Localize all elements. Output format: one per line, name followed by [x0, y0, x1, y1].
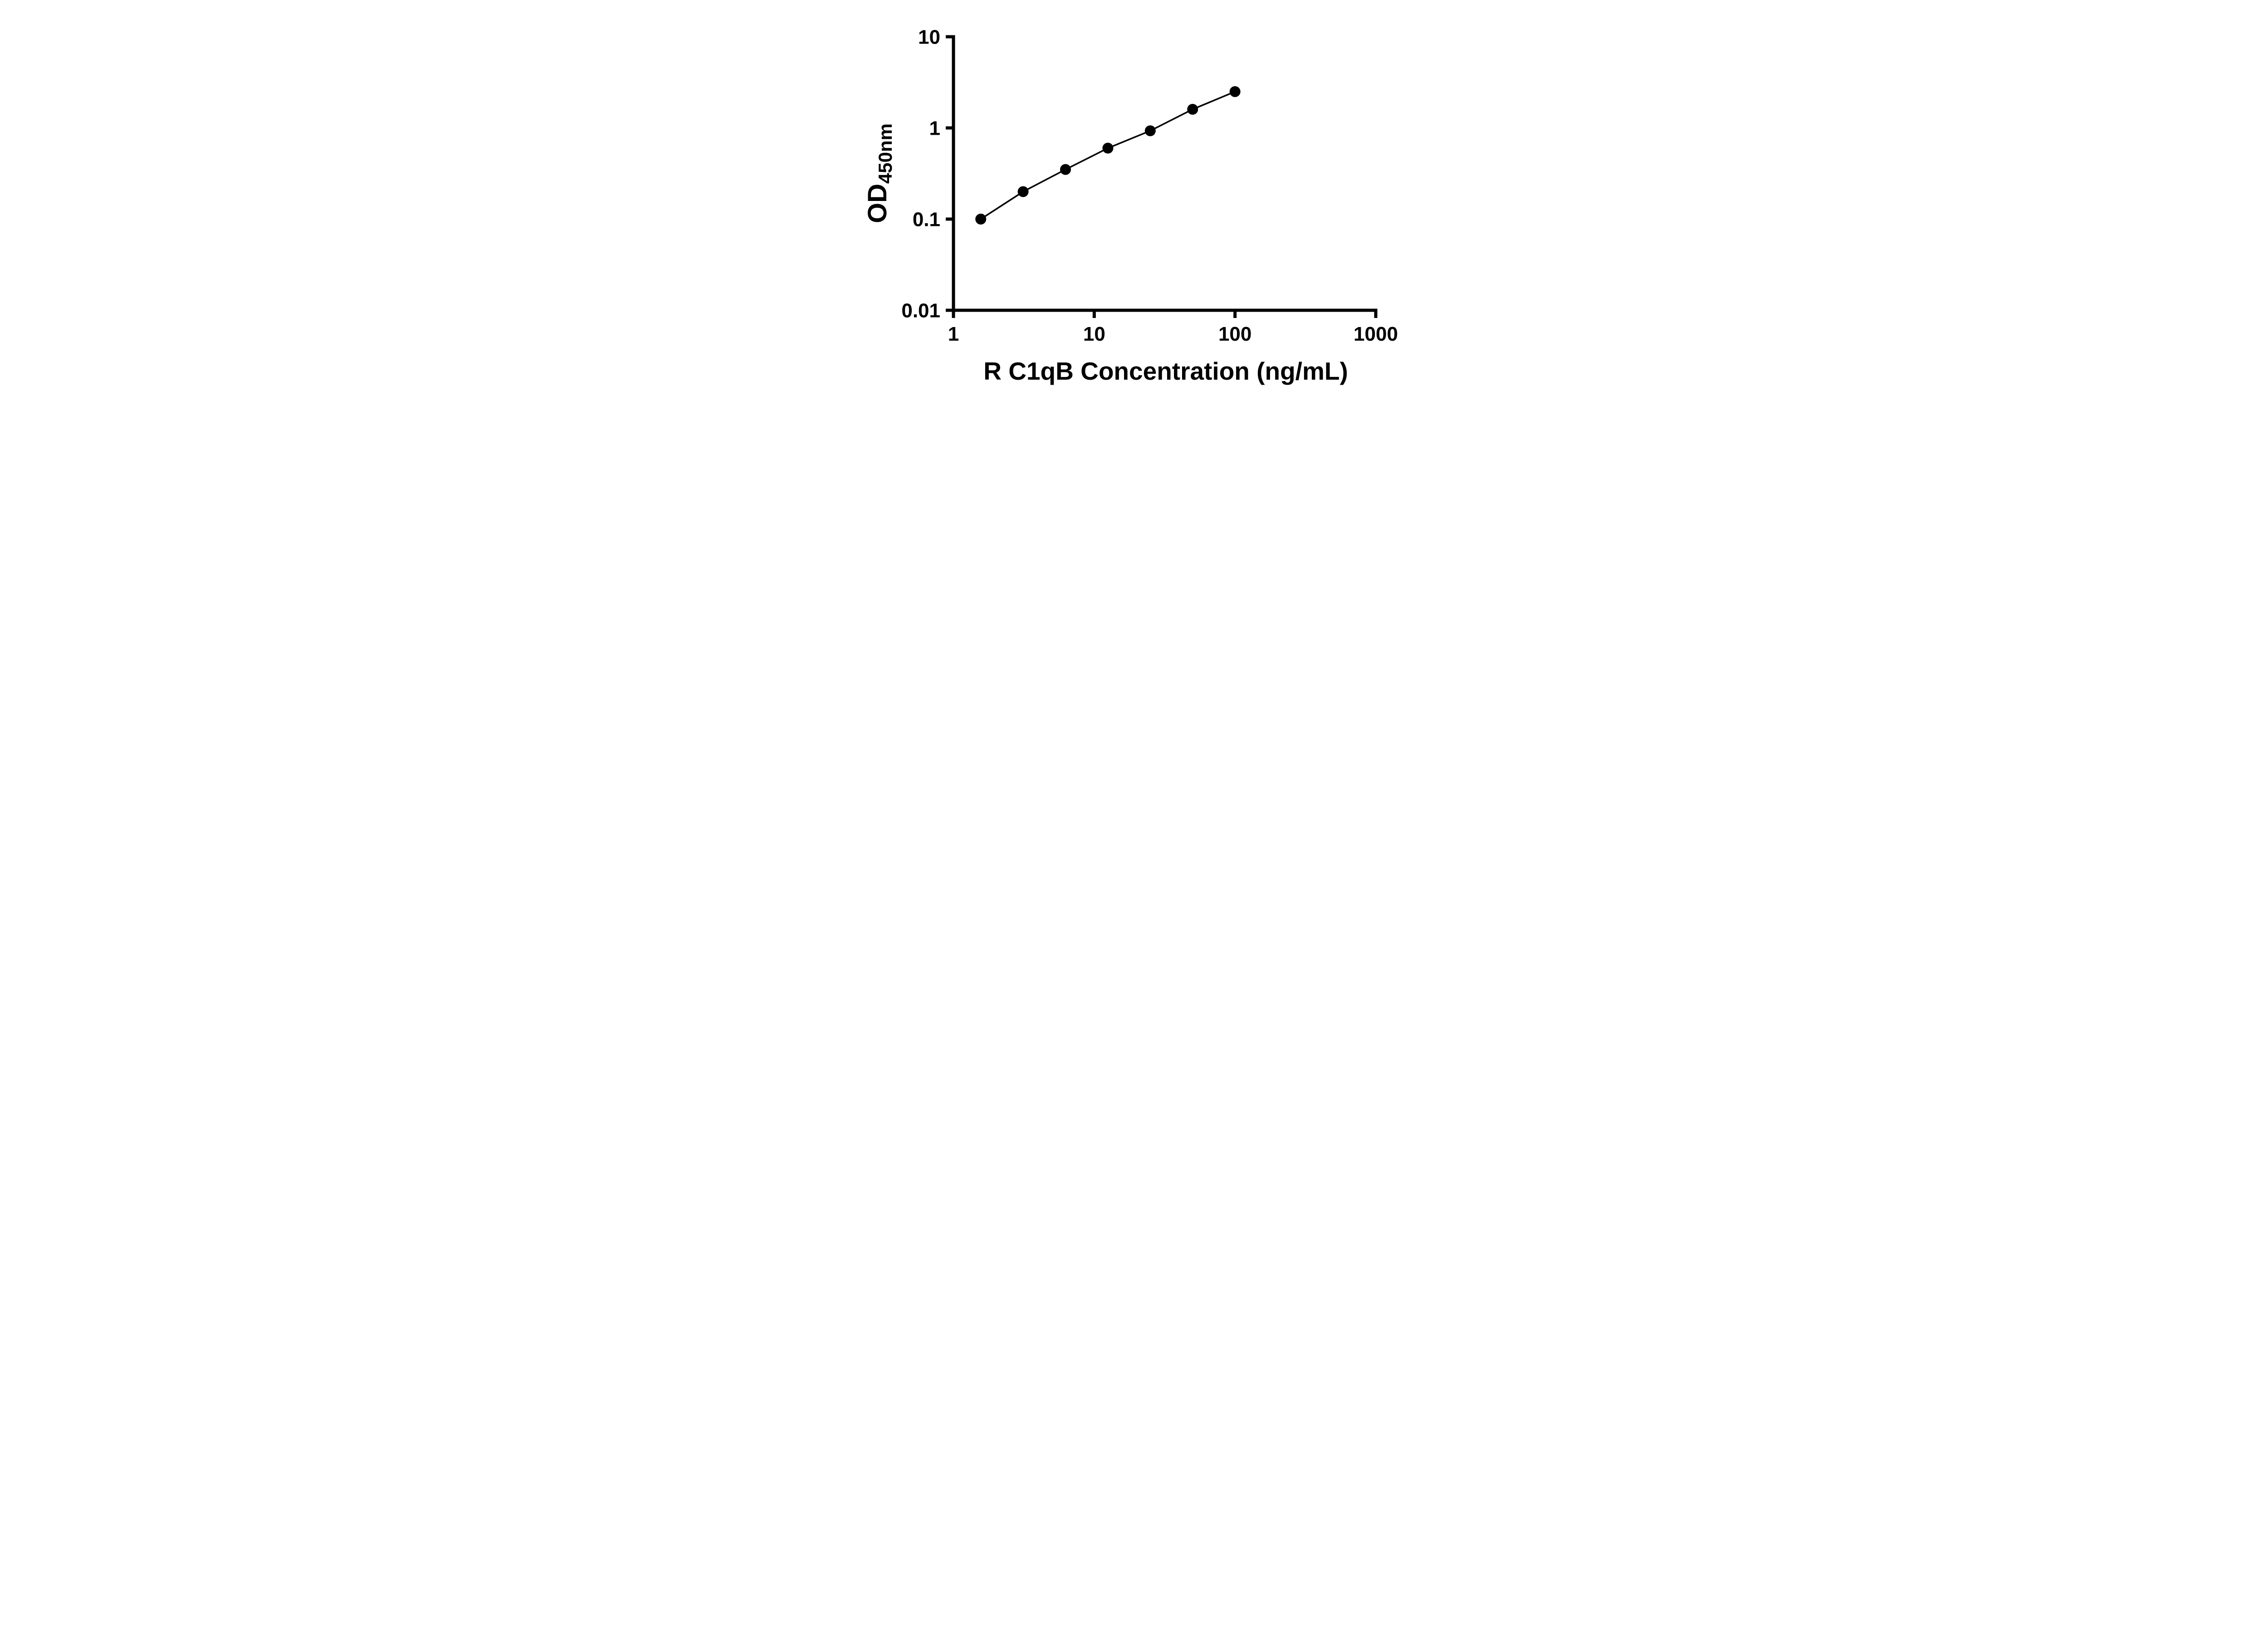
x-axis-tick-label: 1000	[1354, 323, 1398, 345]
x-axis-tick-label: 10	[1083, 323, 1105, 345]
chart-plot-area: 0.01 0.1 1 10 1 10 100 1000	[901, 26, 1398, 345]
data-point-marker	[1102, 142, 1114, 154]
y-axis-title-subscript: 450nm	[875, 123, 896, 184]
axis-spine	[952, 35, 1378, 312]
data-point-marker	[1144, 125, 1156, 137]
y-axis-tick-label: 1	[929, 117, 940, 139]
x-axis-tick-label: 100	[1218, 323, 1251, 345]
y-axis-tick-label: 0.01	[901, 299, 940, 322]
data-point-marker	[1187, 103, 1198, 115]
x-axis-tick-label: 1	[948, 323, 959, 345]
data-point-marker	[1229, 86, 1241, 98]
data-point-marker	[975, 214, 987, 225]
y-axis-title: OD450nm	[857, 60, 898, 287]
data-point-marker	[1060, 164, 1071, 175]
y-axis-tick-label: 10	[918, 26, 940, 48]
data-point-marker	[1017, 186, 1029, 197]
elisa-standard-curve-figure: 0.01 0.1 1 10 1 10 100 1000 OD450nm R C1qB Conc…	[842, 0, 1426, 408]
y-axis-tick-label: 0.1	[913, 208, 940, 230]
x-axis-title: R C1qB Concentration (ng/mL)	[983, 357, 1348, 385]
y-axis-title-text: OD	[863, 184, 892, 224]
